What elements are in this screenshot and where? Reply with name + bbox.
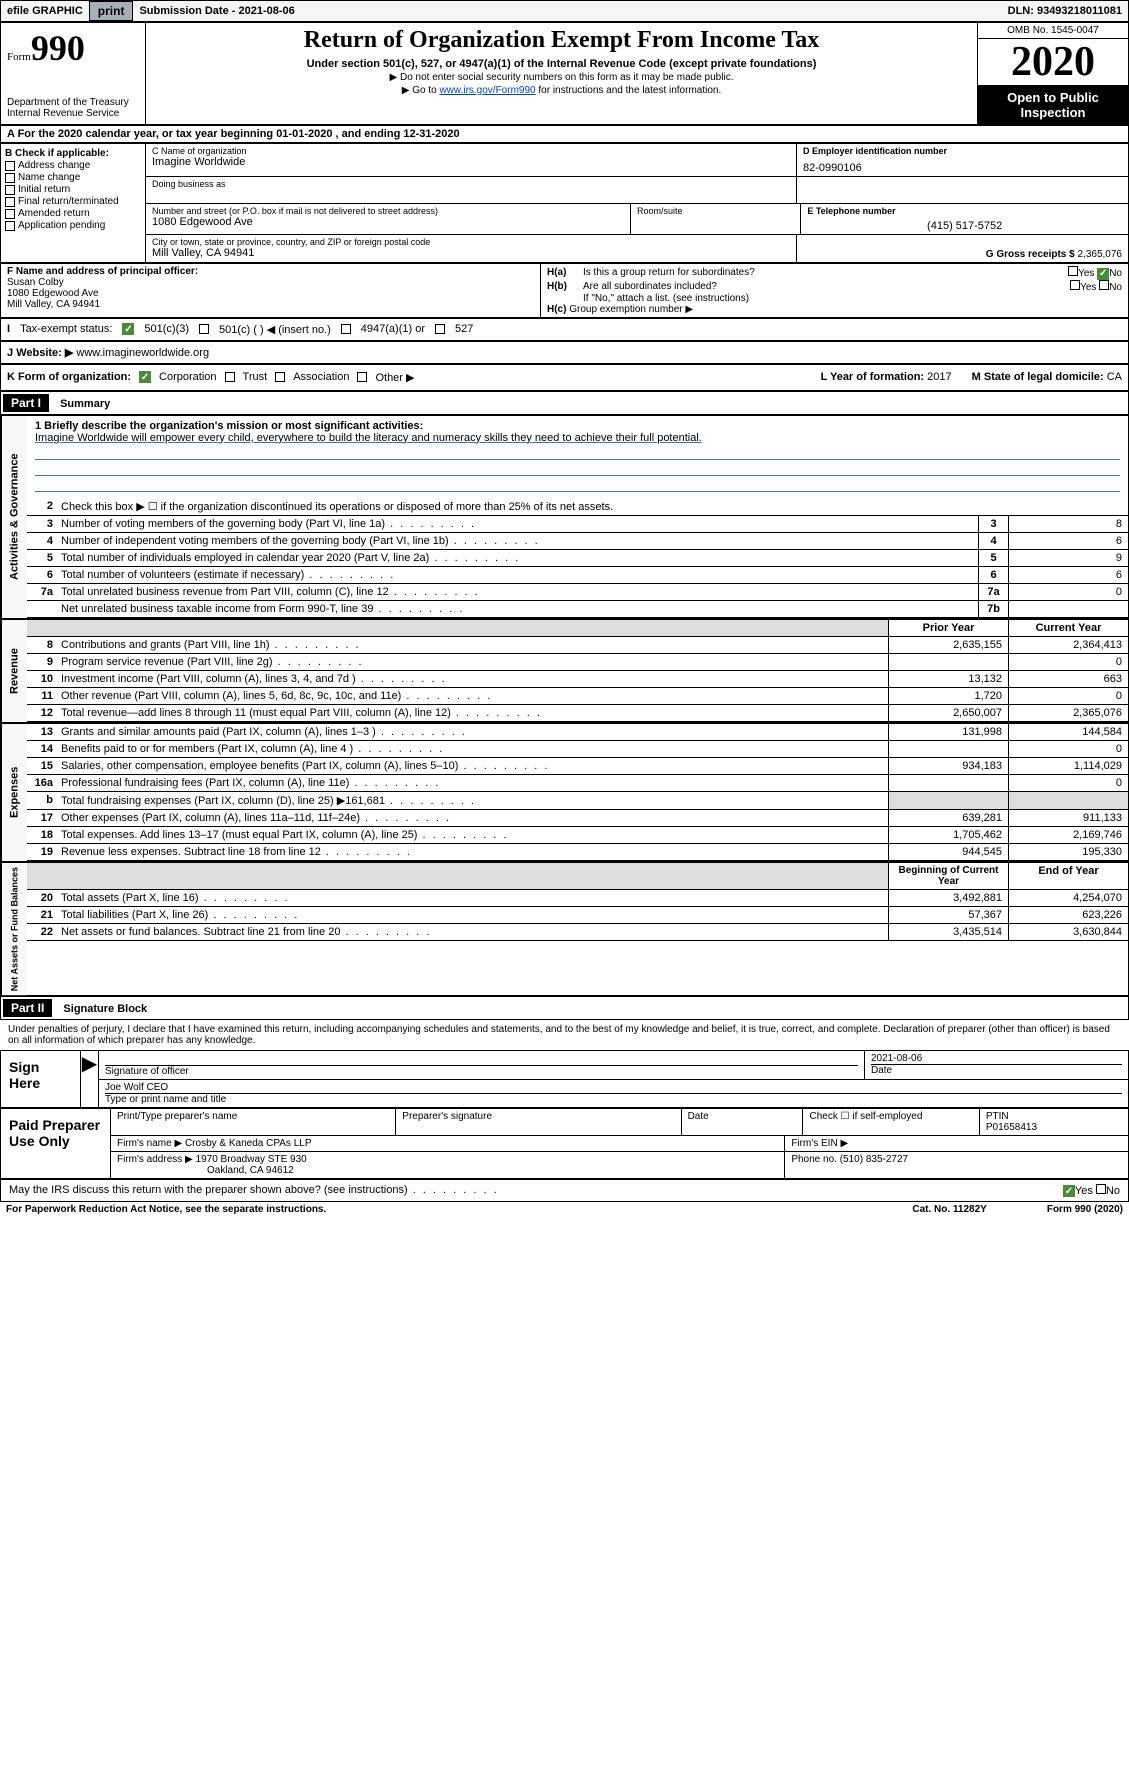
omb-number: OMB No. 1545-0047: [978, 23, 1128, 39]
open-inspection: Open to Public Inspection: [978, 86, 1128, 124]
chk-address-change[interactable]: [5, 161, 15, 171]
street-address: 1080 Edgewood Ave: [152, 216, 624, 228]
year-formation: 2017: [927, 371, 951, 383]
chk-ha-no: ✓: [1097, 268, 1109, 280]
subdate-label: Submission Date - 2021-08-06: [133, 5, 300, 17]
vert-activities-gov: Activities & Governance: [1, 416, 27, 618]
row-i-tax-status: ITax-exempt status: ✓501(c)(3) 501(c) ( …: [0, 318, 1129, 341]
footer-form: Form 990 (2020): [1047, 1204, 1123, 1215]
form-header: Form990 Department of the Treasury Inter…: [0, 22, 1129, 125]
footer-catno: Cat. No. 11282Y: [912, 1204, 986, 1215]
section-b-to-g: B Check if applicable: Address change Na…: [0, 143, 1129, 263]
firm-name: Crosby & Kaneda CPAs LLP: [185, 1138, 312, 1149]
vert-revenue: Revenue: [1, 620, 27, 722]
org-name: Imagine Worldwide: [152, 156, 790, 168]
firm-phone: (510) 835-2727: [840, 1154, 908, 1165]
sign-here-label: Sign Here: [1, 1051, 81, 1107]
chk-name-change[interactable]: [5, 173, 15, 183]
chk-application-pending[interactable]: [5, 221, 15, 231]
note-link: ▶ Go to www.irs.gov/Form990 for instruct…: [150, 85, 973, 96]
note-ssn: ▶ Do not enter social security numbers o…: [150, 72, 973, 83]
efile-label: efile GRAPHIC: [1, 5, 89, 17]
footer-paperwork: For Paperwork Reduction Act Notice, see …: [6, 1204, 326, 1215]
perjury-text: Under penalties of perjury, I declare th…: [0, 1020, 1129, 1050]
ein: 82-0990106: [803, 162, 1122, 174]
form-number: 990: [31, 28, 85, 68]
chk-initial-return[interactable]: [5, 185, 15, 195]
chk-discuss-yes: ✓: [1063, 1185, 1075, 1197]
part1-header: Part I: [3, 394, 49, 412]
chk-amended[interactable]: [5, 209, 15, 219]
vert-net-assets: Net Assets or Fund Balances: [1, 863, 27, 995]
mission-text: Imagine Worldwide will empower every chi…: [35, 432, 1120, 444]
form-label: Form: [7, 51, 31, 63]
form-subtitle: Under section 501(c), 527, or 4947(a)(1)…: [150, 58, 973, 70]
department: Department of the Treasury Internal Reve…: [7, 97, 139, 119]
firm-address: 1970 Broadway STE 930: [196, 1154, 307, 1165]
state-domicile: CA: [1107, 371, 1122, 383]
gross-receipts: 2,365,076: [1078, 249, 1123, 260]
topbar: efile GRAPHIC print Submission Date - 20…: [0, 0, 1129, 22]
row-a-period: A For the 2020 calendar year, or tax yea…: [0, 125, 1129, 143]
dln: DLN: 93493218011081: [1008, 5, 1128, 17]
ptin: P01658413: [986, 1122, 1122, 1133]
sig-date: 2021-08-06: [871, 1053, 1122, 1064]
print-button[interactable]: print: [89, 1, 134, 21]
col-b-checkboxes: B Check if applicable: Address change Na…: [1, 144, 146, 262]
form-title: Return of Organization Exempt From Incom…: [150, 27, 973, 54]
chk-final-return[interactable]: [5, 197, 15, 207]
chk-501c3: ✓: [122, 323, 134, 335]
vert-expenses: Expenses: [1, 724, 27, 861]
tax-year: 2020: [978, 39, 1128, 86]
city-state-zip: Mill Valley, CA 94941: [152, 247, 790, 259]
irs-link[interactable]: www.irs.gov/Form990: [439, 85, 535, 96]
officer-typed-name: Joe Wolf CEO: [105, 1082, 1122, 1093]
row-k-form-org: K Form of organization: ✓Corporation Tru…: [0, 364, 1129, 391]
paid-preparer-label: Paid Preparer Use Only: [1, 1109, 111, 1178]
chk-corporation: ✓: [139, 371, 151, 383]
website-url: www.imagineworldwide.org: [76, 347, 209, 359]
part2-header: Part II: [3, 999, 52, 1017]
officer-name: Susan Colby: [7, 277, 534, 288]
telephone: (415) 517-5752: [807, 220, 1122, 232]
row-j-website: J Website: ▶ www.imagineworldwide.org: [0, 341, 1129, 364]
